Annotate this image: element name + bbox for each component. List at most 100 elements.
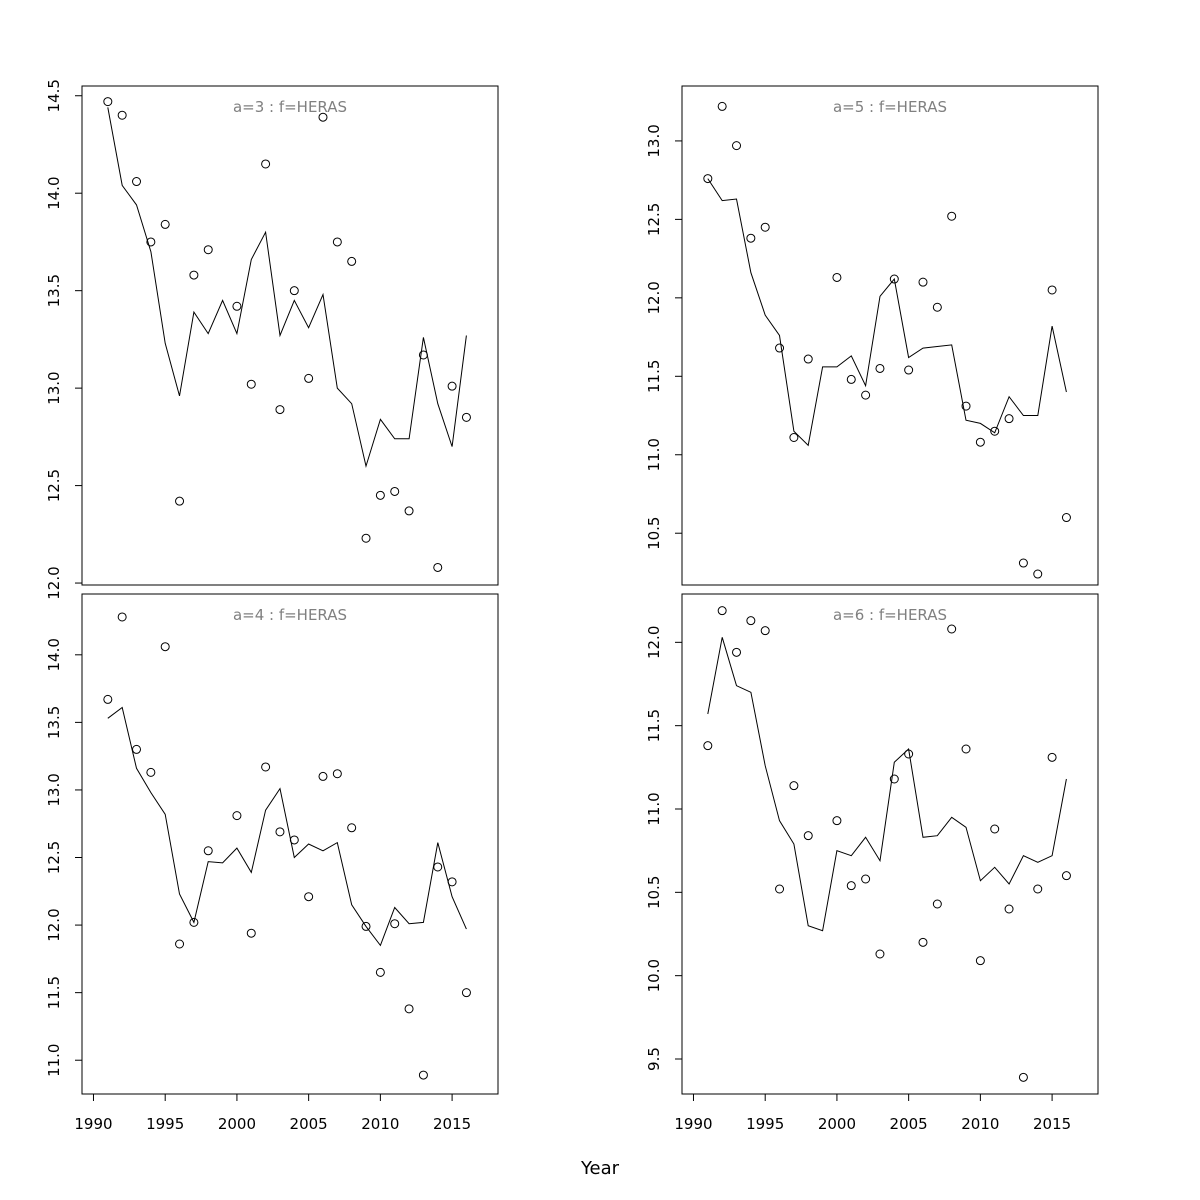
data-point — [332, 769, 342, 779]
data-point — [318, 112, 328, 122]
data-point — [1061, 871, 1071, 881]
data-point — [1004, 414, 1014, 424]
fitted-line — [107, 706, 467, 947]
data-point — [918, 937, 928, 947]
data-point — [961, 401, 971, 411]
data-point — [433, 562, 443, 572]
panel-title: a=5 : f=HERAS — [833, 98, 947, 116]
x-tick-label: 1995 — [146, 1115, 184, 1133]
data-point — [175, 939, 185, 949]
data-point — [361, 921, 371, 931]
y-tick-label: 11.5 — [645, 709, 663, 742]
data-point — [461, 988, 471, 998]
data-point — [1047, 752, 1057, 762]
data-point — [160, 219, 170, 229]
y-tick-label: 12.0 — [645, 281, 663, 314]
data-point — [275, 405, 285, 415]
data-point — [746, 616, 756, 626]
data-point — [117, 612, 127, 622]
panels: a=3 : f=HERAS 12.0 12.5 13.0 13.5 14.0 14.5 a=5… — [45, 79, 1099, 1133]
y-tick-label: 11.5 — [45, 976, 63, 1009]
data-point — [318, 771, 328, 781]
data-point — [146, 237, 156, 247]
plot-frame — [81, 85, 499, 586]
data-point — [861, 874, 871, 884]
y-tick-label: 11.5 — [645, 360, 663, 393]
y-tick-label: 12.0 — [645, 626, 663, 659]
data-point — [875, 363, 885, 373]
y-tick-label: 11.0 — [645, 438, 663, 471]
data-point — [803, 831, 813, 841]
data-point — [775, 884, 785, 894]
y-tick-label: 12.5 — [45, 841, 63, 874]
panel-title: a=4 : f=HERAS — [233, 606, 347, 624]
data-point — [275, 827, 285, 837]
data-point — [990, 824, 1000, 834]
x-tick-label: 2000 — [218, 1115, 256, 1133]
data-point — [375, 490, 385, 500]
y-tick-label: 12.0 — [45, 908, 63, 941]
x-tick-label: 2010 — [961, 1115, 999, 1133]
y-tick-label: 14.5 — [45, 79, 63, 112]
data-point — [203, 245, 213, 255]
data-point — [746, 233, 756, 243]
panel-title: a=6 : f=HERAS — [833, 606, 947, 624]
data-point — [703, 174, 713, 184]
data-point — [846, 881, 856, 891]
data-point — [1061, 513, 1071, 523]
data-point — [918, 277, 928, 287]
data-point — [404, 1004, 414, 1014]
y-tick-label: 13.0 — [645, 124, 663, 157]
data-point — [261, 159, 271, 169]
fitted-line — [707, 637, 1067, 932]
y-tick-label: 11.0 — [45, 1044, 63, 1077]
data-point — [889, 274, 899, 284]
y-tick-label: 14.0 — [45, 638, 63, 671]
x-tick-label: 1995 — [746, 1115, 784, 1133]
y-tick-label: 9.5 — [645, 1047, 663, 1071]
data-point — [803, 354, 813, 364]
data-point — [289, 286, 299, 296]
data-point — [732, 141, 742, 151]
data-point — [261, 762, 271, 772]
data-point — [760, 222, 770, 232]
data-point — [347, 256, 357, 266]
x-tick-label: 2005 — [890, 1115, 928, 1133]
data-point — [789, 781, 799, 791]
data-point — [175, 496, 185, 506]
x-tick-label: 2010 — [361, 1115, 399, 1133]
data-point — [975, 956, 985, 966]
data-point — [947, 211, 957, 221]
data-point — [404, 506, 414, 516]
panel-2: a=5 : f=HERAS 10.5 11.0 11.5 12.0 12.5 13.0 — [645, 85, 1099, 586]
y-tick-label: 10.0 — [645, 959, 663, 992]
data-point — [146, 767, 156, 777]
x-tick-label: 1990 — [674, 1115, 712, 1133]
data-point — [947, 624, 957, 634]
data-point — [103, 694, 113, 704]
panel-title: a=3 : f=HERAS — [233, 98, 347, 116]
data-point — [361, 533, 371, 543]
data-point — [760, 626, 770, 636]
y-tick-label: 13.5 — [45, 706, 63, 739]
y-tick-label: 11.0 — [645, 792, 663, 825]
data-point — [1047, 285, 1057, 295]
data-point — [832, 272, 842, 282]
x-tick-label: 2005 — [290, 1115, 328, 1133]
y-tick-label: 13.5 — [45, 274, 63, 307]
data-point — [246, 379, 256, 389]
data-point — [189, 917, 199, 927]
data-point — [789, 432, 799, 442]
panel-1: a=3 : f=HERAS 12.0 12.5 13.0 13.5 14.0 14.5 — [45, 79, 499, 600]
x-tick-label: 2015 — [1033, 1115, 1071, 1133]
data-point — [189, 270, 199, 280]
data-point — [132, 744, 142, 754]
fitted-line — [107, 107, 467, 469]
data-point — [875, 949, 885, 959]
data-point — [375, 967, 385, 977]
data-point — [203, 846, 213, 856]
data-point — [861, 390, 871, 400]
data-point — [461, 412, 471, 422]
data-point — [246, 928, 256, 938]
